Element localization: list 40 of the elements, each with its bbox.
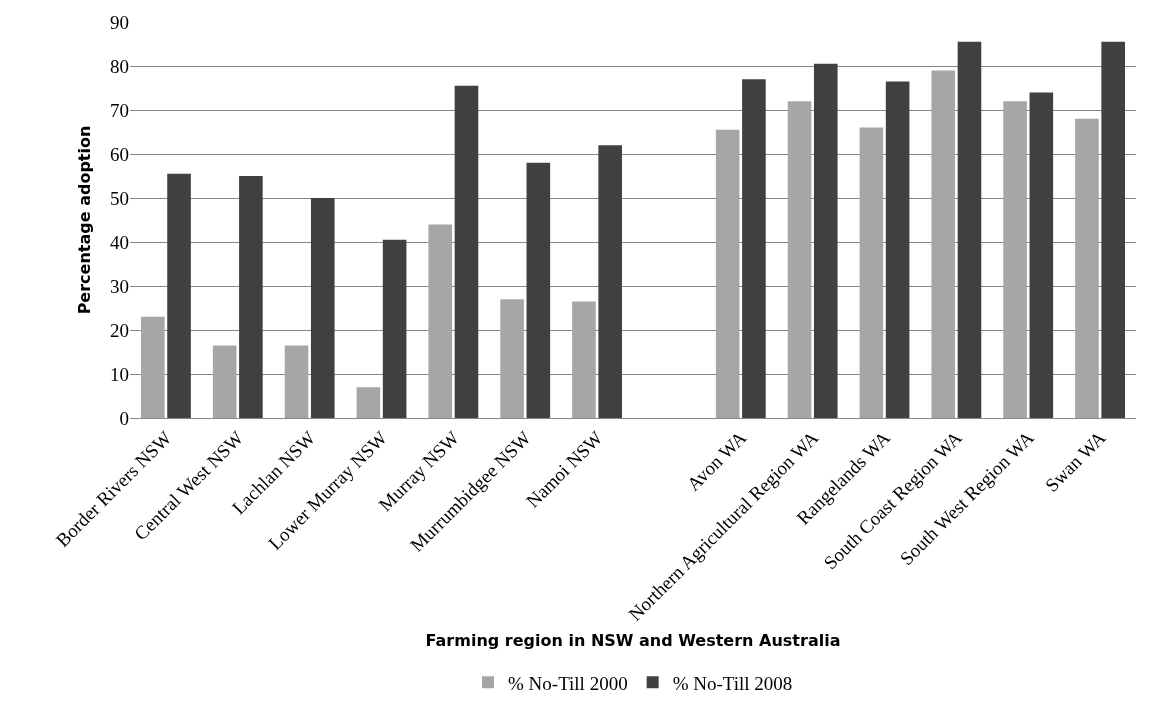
y-tick-label: 30 — [110, 275, 129, 297]
bar — [598, 145, 622, 418]
bar — [167, 173, 191, 418]
bar — [141, 316, 165, 418]
y-tick-label: 10 — [110, 363, 129, 385]
bar — [310, 198, 335, 418]
bar — [715, 129, 740, 418]
bar — [239, 176, 263, 418]
y-tick-label: 20 — [110, 319, 129, 341]
x-axis-title: Farming region in NSW and Western Australia — [425, 630, 841, 650]
bar — [1003, 101, 1027, 418]
y-tick-label: 90 — [110, 11, 129, 33]
y-tick-label: 0 — [119, 407, 129, 429]
bar — [572, 301, 596, 418]
y-tick-label: 40 — [110, 231, 129, 253]
bar — [885, 81, 910, 418]
bar — [454, 85, 479, 418]
bar — [859, 127, 884, 418]
y-axis-title: Percentage adoption — [74, 125, 94, 315]
bar — [931, 70, 956, 418]
bar — [1101, 41, 1125, 418]
bar — [284, 345, 309, 418]
bar — [500, 299, 524, 418]
legend-label: % No-Till 2008 — [672, 672, 793, 694]
y-tick-label: 70 — [110, 99, 129, 121]
bar — [212, 345, 237, 418]
bar — [1029, 92, 1054, 418]
bar — [428, 224, 453, 418]
bar — [742, 79, 766, 418]
y-tick-label: 60 — [110, 143, 129, 165]
legend-label: % No-Till 2000 — [508, 672, 628, 694]
bar — [356, 387, 381, 418]
bar — [1075, 118, 1099, 418]
bar — [787, 101, 812, 418]
bar — [382, 239, 407, 418]
y-tick-label: 80 — [110, 55, 129, 77]
bar — [957, 41, 982, 418]
bar — [526, 162, 551, 418]
y-tick-label: 50 — [110, 187, 129, 209]
bar — [813, 63, 838, 418]
